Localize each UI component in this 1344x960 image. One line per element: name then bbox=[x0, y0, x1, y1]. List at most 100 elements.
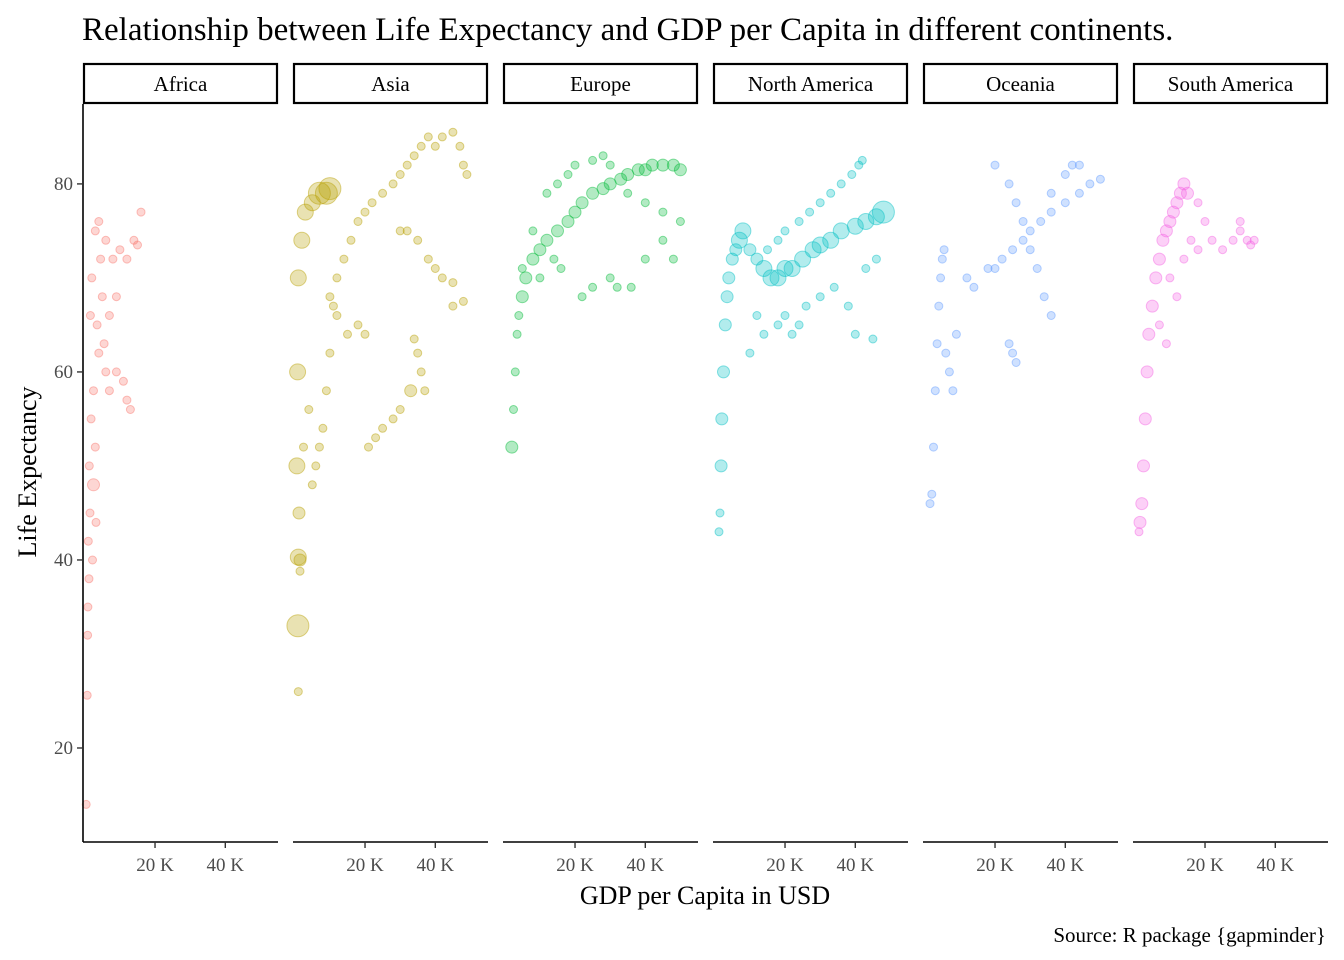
data-point bbox=[836, 179, 846, 189]
data-point bbox=[104, 311, 114, 320]
data-point bbox=[1025, 226, 1035, 236]
data-point bbox=[325, 292, 335, 302]
data-point bbox=[420, 386, 430, 396]
data-point bbox=[515, 290, 529, 304]
data-point bbox=[773, 320, 783, 330]
data-point bbox=[575, 196, 589, 210]
data-point bbox=[588, 282, 598, 292]
facet-label: South America bbox=[1168, 72, 1294, 96]
data-point bbox=[378, 188, 388, 198]
facet-strip bbox=[922, 62, 1119, 105]
data-point bbox=[83, 630, 93, 640]
x-tick-label: 40 K bbox=[207, 855, 245, 876]
data-point bbox=[944, 367, 954, 377]
data-point bbox=[314, 442, 324, 452]
data-point bbox=[1172, 292, 1182, 302]
series-points bbox=[286, 127, 472, 697]
data-point bbox=[717, 365, 730, 379]
data-point bbox=[962, 273, 972, 283]
data-point bbox=[626, 282, 636, 292]
data-point bbox=[666, 158, 680, 172]
data-point bbox=[519, 271, 533, 285]
data-point bbox=[843, 301, 853, 311]
data-point bbox=[734, 222, 752, 240]
data-point bbox=[1235, 217, 1245, 226]
data-point bbox=[104, 386, 114, 396]
data-point bbox=[311, 461, 321, 471]
data-point bbox=[857, 213, 875, 230]
data-point bbox=[402, 226, 412, 236]
data-point bbox=[288, 457, 306, 475]
data-point bbox=[533, 243, 547, 257]
data-point bbox=[89, 386, 98, 396]
data-point bbox=[769, 269, 787, 287]
data-point bbox=[1156, 233, 1170, 247]
data-point bbox=[675, 217, 685, 226]
data-point bbox=[941, 348, 951, 358]
data-point bbox=[343, 329, 352, 339]
data-point bbox=[1179, 254, 1189, 264]
data-point bbox=[455, 141, 465, 151]
data-point bbox=[514, 311, 524, 320]
panel-south-america: South America 20 K 40 K bbox=[1132, 62, 1329, 876]
data-point bbox=[99, 339, 109, 349]
data-point bbox=[325, 348, 335, 358]
data-point bbox=[787, 329, 797, 339]
data-point bbox=[596, 182, 610, 196]
data-point bbox=[84, 574, 94, 584]
data-point bbox=[780, 226, 790, 236]
data-point bbox=[1135, 497, 1149, 511]
data-point bbox=[623, 188, 633, 198]
x-tick-label: 40 K bbox=[627, 855, 665, 876]
y-tick-label: 40 bbox=[54, 550, 73, 571]
data-point bbox=[759, 329, 769, 339]
data-point bbox=[293, 231, 311, 249]
data-point bbox=[1046, 311, 1056, 320]
data-point bbox=[656, 158, 670, 172]
data-point bbox=[714, 527, 724, 537]
data-point bbox=[614, 172, 628, 186]
data-point bbox=[668, 254, 678, 264]
data-point bbox=[289, 269, 307, 287]
data-point bbox=[990, 160, 1000, 170]
data-point bbox=[318, 177, 342, 201]
data-point bbox=[448, 301, 458, 311]
data-point bbox=[1036, 217, 1046, 226]
data-point bbox=[91, 517, 101, 527]
data-point bbox=[1200, 217, 1210, 226]
data-point bbox=[505, 440, 519, 454]
data-point bbox=[293, 553, 307, 567]
data-point bbox=[640, 198, 650, 208]
data-point bbox=[868, 334, 878, 344]
data-point bbox=[118, 376, 128, 386]
data-point bbox=[1154, 320, 1164, 330]
data-point bbox=[437, 273, 447, 283]
data-point bbox=[640, 254, 650, 264]
data-point bbox=[413, 235, 423, 245]
x-tick-label: 20 K bbox=[346, 855, 384, 876]
data-point bbox=[730, 231, 748, 249]
data-point bbox=[586, 186, 600, 200]
data-point bbox=[458, 296, 468, 306]
data-point bbox=[136, 207, 146, 217]
data-point bbox=[85, 311, 95, 320]
data-point bbox=[1095, 174, 1105, 184]
data-point bbox=[303, 194, 321, 212]
data-point bbox=[801, 301, 811, 311]
data-point bbox=[94, 217, 104, 226]
panel-oceania: Oceania 20 K 40 K bbox=[922, 62, 1119, 876]
data-point bbox=[92, 320, 102, 330]
data-point bbox=[1228, 235, 1238, 245]
data-point bbox=[437, 132, 447, 142]
data-point bbox=[1004, 179, 1014, 189]
x-axis-title: GDP per Capita in USD bbox=[580, 881, 830, 910]
data-point bbox=[568, 205, 582, 219]
data-point bbox=[395, 226, 405, 236]
data-point bbox=[570, 160, 580, 170]
series-points bbox=[81, 207, 146, 809]
data-point bbox=[1074, 160, 1084, 170]
data-point bbox=[1165, 273, 1175, 283]
data-point bbox=[1186, 235, 1196, 245]
data-point bbox=[353, 217, 363, 226]
